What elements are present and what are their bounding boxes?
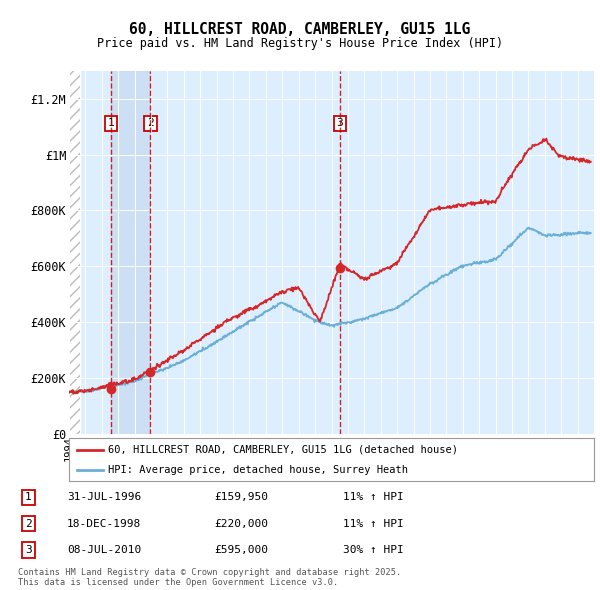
Text: 3: 3 — [337, 119, 343, 129]
Text: 2: 2 — [147, 119, 154, 129]
Text: 3: 3 — [25, 545, 32, 555]
Bar — [112, 71, 151, 434]
Bar — [69, 71, 80, 434]
Text: HPI: Average price, detached house, Surrey Heath: HPI: Average price, detached house, Surr… — [109, 466, 409, 475]
Text: 60, HILLCREST ROAD, CAMBERLEY, GU15 1LG (detached house): 60, HILLCREST ROAD, CAMBERLEY, GU15 1LG … — [109, 445, 458, 455]
Text: Price paid vs. HM Land Registry's House Price Index (HPI): Price paid vs. HM Land Registry's House … — [97, 37, 503, 50]
Text: 2: 2 — [25, 519, 32, 529]
Text: 11% ↑ HPI: 11% ↑ HPI — [343, 519, 404, 529]
Text: 60, HILLCREST ROAD, CAMBERLEY, GU15 1LG: 60, HILLCREST ROAD, CAMBERLEY, GU15 1LG — [130, 22, 470, 37]
Text: 30% ↑ HPI: 30% ↑ HPI — [343, 545, 404, 555]
Text: 18-DEC-1998: 18-DEC-1998 — [67, 519, 141, 529]
Text: 11% ↑ HPI: 11% ↑ HPI — [343, 492, 404, 502]
Bar — [69, 71, 80, 434]
Text: £595,000: £595,000 — [214, 545, 268, 555]
Text: 31-JUL-1996: 31-JUL-1996 — [67, 492, 141, 502]
Text: 08-JUL-2010: 08-JUL-2010 — [67, 545, 141, 555]
Text: 1: 1 — [108, 119, 115, 129]
Text: Contains HM Land Registry data © Crown copyright and database right 2025.
This d: Contains HM Land Registry data © Crown c… — [18, 568, 401, 587]
Text: £159,950: £159,950 — [214, 492, 268, 502]
Text: 1: 1 — [25, 492, 32, 502]
Text: £220,000: £220,000 — [214, 519, 268, 529]
